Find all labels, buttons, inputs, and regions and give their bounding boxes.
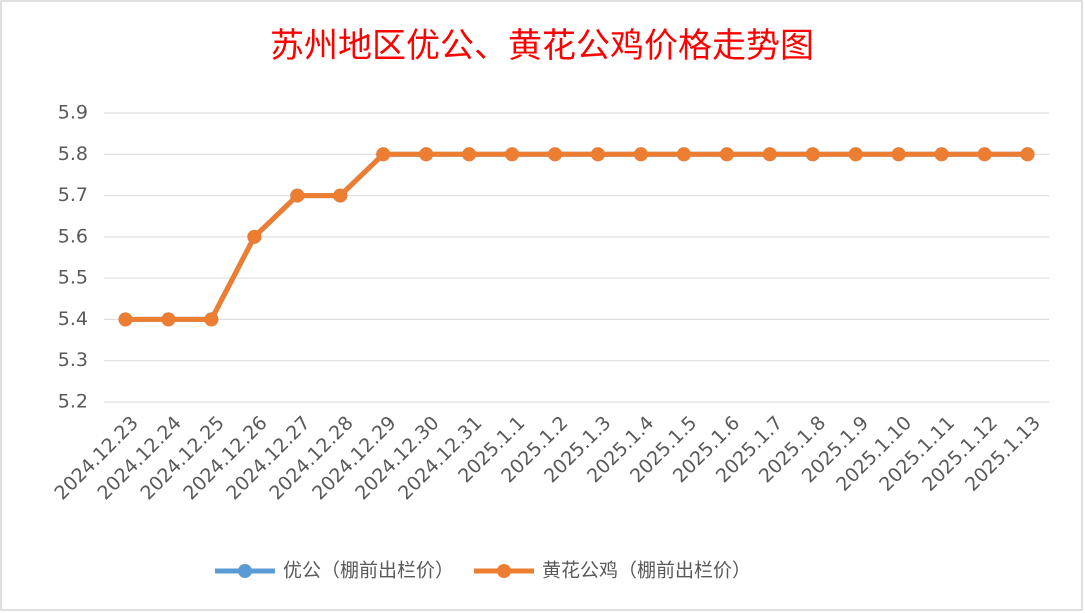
point	[419, 147, 434, 162]
y-tick-label: 5.6	[58, 225, 88, 247]
point	[204, 312, 219, 327]
point	[290, 188, 305, 203]
point	[977, 147, 992, 162]
y-tick-label: 5.7	[58, 184, 88, 206]
y-tick-label: 5.8	[58, 143, 88, 165]
y-tick-label: 5.5	[58, 267, 88, 289]
y-tick-label: 5.4	[58, 308, 88, 330]
point	[161, 312, 176, 327]
point	[676, 147, 691, 162]
point	[247, 229, 262, 244]
point	[333, 188, 348, 203]
point	[505, 147, 520, 162]
y-tick-label: 5.3	[58, 349, 88, 371]
point	[118, 312, 133, 327]
point	[848, 147, 863, 162]
series-line	[125, 151, 1028, 322]
chart-title: 苏州地区优公、黄花公鸡价格走势图	[270, 26, 814, 66]
point	[891, 147, 906, 162]
point	[548, 147, 563, 162]
y-tick-label: 5.9	[58, 102, 88, 124]
point	[590, 147, 605, 162]
point	[719, 147, 734, 162]
legend-label: 优公（棚前出栏价）	[283, 560, 454, 582]
legend-marker	[497, 564, 512, 578]
point	[376, 147, 391, 162]
point	[805, 147, 820, 162]
y-tick-label: 5.2	[58, 391, 88, 413]
point	[1020, 147, 1035, 162]
point	[633, 147, 648, 162]
point	[934, 147, 949, 162]
point	[462, 147, 477, 162]
legend-marker	[238, 564, 252, 578]
legend-label: 黄花公鸡（棚前出栏价）	[542, 560, 751, 582]
point	[762, 147, 777, 162]
